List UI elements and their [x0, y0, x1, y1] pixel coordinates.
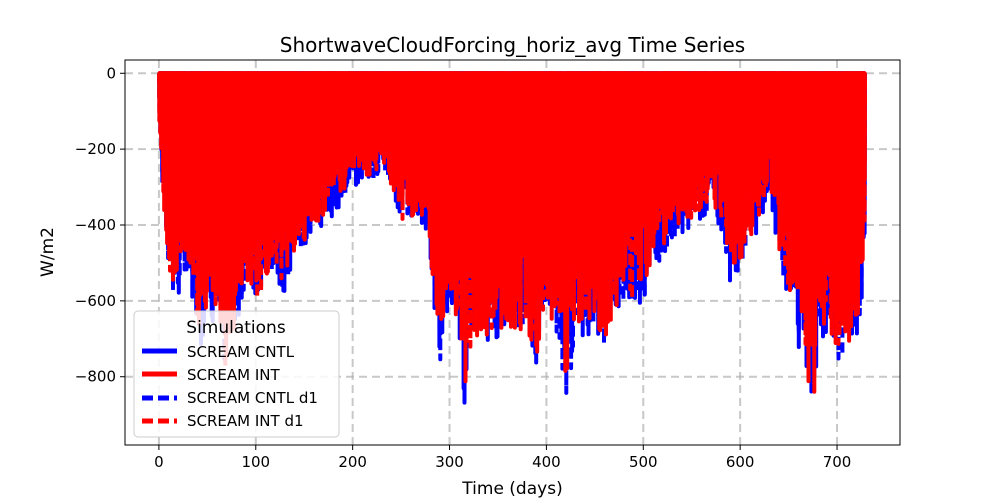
x-tick-label: 300: [435, 453, 464, 471]
x-tick-label: 500: [629, 453, 658, 471]
legend-label-int: SCREAM INT: [187, 366, 281, 384]
data-layer: [157, 71, 867, 405]
legend-label-int-d1: SCREAM INT d1: [187, 412, 304, 430]
y-tick-label: 0: [106, 64, 116, 82]
x-axis-label: Time (days): [461, 479, 562, 499]
y-tick-label: −600: [75, 292, 116, 310]
y-tick-label: −800: [75, 368, 116, 386]
y-tick-label: −200: [75, 140, 116, 158]
x-tick-label: 100: [241, 453, 270, 471]
y-axis-label: W/m2: [38, 227, 58, 277]
legend-box: [133, 310, 340, 438]
x-tick-label: 200: [338, 453, 367, 471]
x-axis: 0 100 200 300 400 500 600 700: [154, 445, 851, 471]
legend-label-cntl-d1: SCREAM CNTL d1: [187, 389, 318, 407]
x-tick-label: 400: [532, 453, 561, 471]
x-tick-label: 700: [823, 453, 852, 471]
legend: Simulations SCREAM CNTL SCREAM INT SCREA…: [133, 310, 340, 438]
x-tick-label: 0: [154, 453, 164, 471]
series-line-scream-int-d1: [157, 71, 867, 371]
x-tick-label: 600: [726, 453, 755, 471]
y-tick-label: −400: [75, 216, 116, 234]
legend-label-cntl: SCREAM CNTL: [187, 343, 295, 361]
legend-title: Simulations: [186, 318, 286, 338]
y-axis: 0 −200 −400 −600 −800: [75, 64, 125, 386]
chart-title: ShortwaveCloudForcing_horiz_avg Time Ser…: [280, 33, 745, 57]
plot-frame: [124, 59, 901, 446]
